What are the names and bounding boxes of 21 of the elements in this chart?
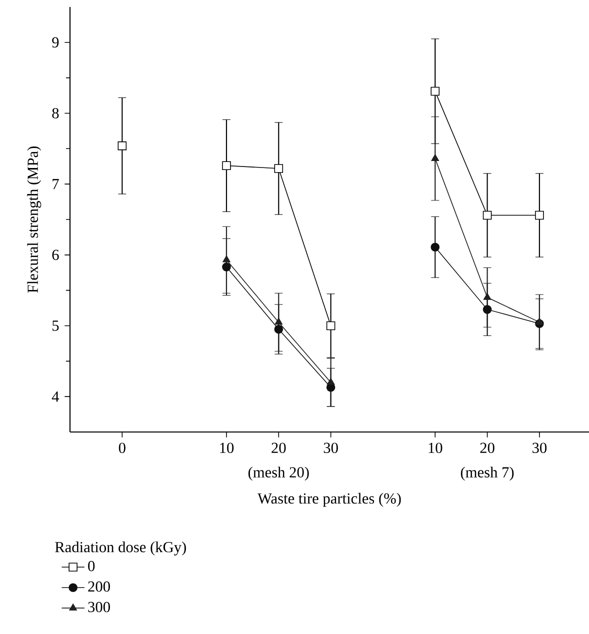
legend-label: 300 <box>88 602 110 612</box>
y-tick-label: 6 <box>52 250 59 260</box>
x-axis-title: Waste tire particles (%) <box>258 492 401 507</box>
x-tick-label: 0 <box>118 442 126 454</box>
x-tick-label: 30 <box>324 442 338 454</box>
y-tick-label: 8 <box>52 108 59 118</box>
y-tick-label: 9 <box>52 37 59 48</box>
y-tick-label: 5 <box>52 320 59 331</box>
legend-label: 0 <box>88 560 95 572</box>
y-tick-label: 4 <box>52 392 60 402</box>
y-tick-label: 7 <box>52 179 59 190</box>
x-tick-label: 20 <box>480 442 494 454</box>
x-tick-label: 20 <box>272 442 286 454</box>
x-tick-label: 10 <box>220 442 234 454</box>
legend-title: Radiation dose (kGy) <box>55 541 186 556</box>
x-tick-label: 10 <box>428 442 442 454</box>
text: (mesh 7) <box>460 466 514 481</box>
legend-label: 200 <box>88 581 110 592</box>
x-tick-label: 30 <box>532 442 547 454</box>
y-axis-title: Flexural strength (MPa) <box>27 146 42 293</box>
text: (mesh 20) <box>248 466 309 481</box>
